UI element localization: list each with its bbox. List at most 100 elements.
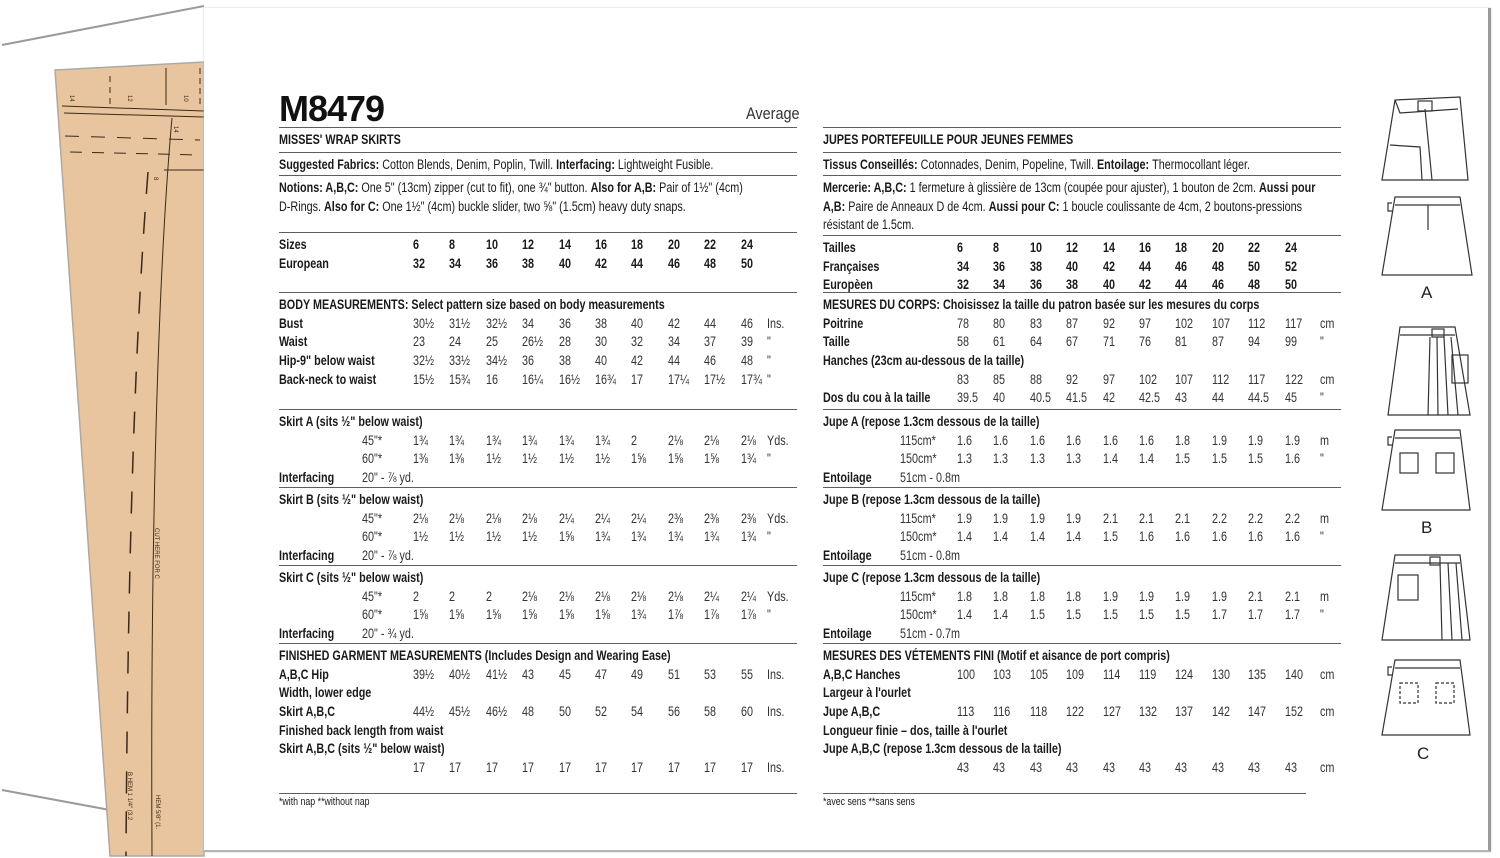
value-cell: 137	[1175, 704, 1194, 720]
value-cell: 31½	[449, 315, 471, 331]
value-cell: 1.6	[1139, 432, 1155, 448]
value-cell: 16¾	[595, 371, 617, 387]
value-cell: 1.5	[1211, 451, 1227, 467]
envelope-back	[204, 8, 1491, 852]
value-cell: 12	[1066, 240, 1079, 255]
value-cell: 1.7	[1284, 607, 1300, 623]
bold-label: Interfacing:	[556, 157, 618, 172]
value-cell: 43	[1066, 760, 1079, 776]
value-cell: 30	[595, 334, 608, 350]
row-label: Jupe A (repose 1.3cm dessous de la taill…	[823, 414, 1040, 429]
value-cell: 17	[595, 760, 608, 776]
value-cell: 1⅝	[558, 529, 574, 545]
value-cell: 1.5	[1102, 529, 1118, 545]
bold-label: Tissus Conseillés:	[823, 157, 921, 172]
value-cell: 1¾	[522, 432, 538, 448]
row-sublabel: 45"*	[362, 510, 383, 526]
value-cell: 2⅛	[631, 588, 647, 604]
unit-label: Yds.	[767, 432, 789, 448]
text-segment: One 1½" (4cm) buckle slider, two ⅝" (1.5…	[382, 198, 686, 214]
table-row: 150cm* 1.4 1.4 1.5 1.5 1.5 1.5 1.5 1.7 1.7 1.7 "	[823, 606, 1341, 625]
value-cell: 50	[1284, 277, 1297, 293]
value-cell: 1.9	[1175, 588, 1191, 604]
table-row: Skirt C (sits ½" below waist)	[279, 569, 797, 588]
value-cell: 28	[558, 334, 571, 350]
value-cell: 1.9	[1102, 588, 1118, 604]
table-row: Entoilage 51cm - 0.8m	[823, 469, 1341, 488]
value-cell: 38	[558, 353, 571, 369]
value-cell: 1.7	[1248, 607, 1264, 623]
row-label: Poitrine	[823, 315, 864, 331]
text-line: Notions: A,B,C: One 5" (13cm) zipper (cu…	[279, 179, 743, 198]
row-label: European	[279, 255, 329, 271]
value-cell: 2	[485, 588, 492, 604]
value-cell: 18	[631, 237, 644, 252]
table-row: 17 17 17 17 17 17 17 17 17 17 Ins.	[279, 759, 797, 778]
value-cell: 1.3	[993, 451, 1009, 467]
value-cell: 52	[1284, 258, 1297, 274]
row-sublabel: 51cm - 0.7m	[900, 626, 961, 642]
value-cell: 40	[1066, 258, 1079, 274]
table-row: Jupe A,B,C (repose 1.3cm dessous de la t…	[823, 740, 1341, 759]
value-cell: 41.5	[1066, 390, 1088, 406]
value-cell: 46	[1211, 277, 1224, 293]
value-cell: 119	[1139, 666, 1157, 682]
paragraph-line: Suggested Fabrics: Cotton Blends, Denim,…	[279, 156, 797, 175]
section-block: MISSES' WRAP SKIRTS	[279, 127, 797, 152]
table-row: Interfacing 20" - ¾ yd.	[279, 625, 797, 644]
table-row: MESURES DU CORPS: Choisissez la taille d…	[823, 296, 1341, 315]
value-cell: 14	[558, 237, 571, 252]
value-cell: 42	[595, 255, 608, 271]
unit-label: cm	[1320, 666, 1335, 682]
row-label: Dos du cou à la taille	[823, 390, 931, 406]
value-cell: 38	[522, 255, 535, 271]
bold-label: Suggested Fabrics:	[279, 157, 383, 172]
view-label-a: A	[1421, 283, 1433, 302]
row-label: Finished back length from waist	[279, 722, 444, 738]
table-row: MESURES DES VÉTEMENTS FINI (Motif et ais…	[823, 647, 1341, 666]
value-cell: 44½	[413, 704, 435, 720]
table-row: Jupe A (repose 1.3cm dessous de la taill…	[823, 413, 1341, 432]
table-row: Skirt A,B,C 44½ 45½ 46½ 48 50 52 54 56 58 60 Ins.	[279, 703, 797, 722]
view-label-b: B	[1421, 518, 1432, 537]
value-cell: 1¾	[704, 529, 720, 545]
row-sublabel: 45"*	[362, 588, 383, 604]
row-sublabel: 20" - ⅞ yd.	[362, 470, 414, 486]
value-cell: 1¾	[558, 432, 574, 448]
unit-label: "	[1320, 529, 1324, 545]
tissue-paper	[54, 61, 205, 857]
section-block: MESURES DU CORPS: Choisissez la taille d…	[823, 292, 1341, 409]
value-cell: 1.6	[1139, 529, 1155, 545]
value-cell: 92	[1066, 371, 1079, 387]
value-cell: 1⅜	[449, 451, 465, 467]
skirt-sketch-c-wrap	[1381, 554, 1471, 641]
table-row: European 32 34 36 38 40 42 44 46 48 50	[279, 255, 797, 274]
row-sublabel: 20" - ⅞ yd.	[362, 548, 414, 564]
value-cell: 34	[449, 255, 462, 271]
value-cell: 1.9	[1284, 432, 1300, 448]
value-cell: 116	[993, 704, 1011, 720]
unit-label: cm	[1320, 760, 1335, 776]
value-cell: 1.5	[1175, 607, 1191, 623]
value-cell: 2.1	[1102, 510, 1118, 526]
table-row: 45"* 2 2 2 2⅛ 2⅛ 2⅛ 2⅛ 2⅛ 2¼ 2¼ Yds.	[279, 588, 797, 607]
view-label-c: C	[1417, 744, 1429, 763]
value-cell: 152	[1284, 704, 1303, 720]
value-cell: 33½	[449, 353, 471, 369]
table-row: Largeur à l'ourlet	[823, 684, 1341, 703]
value-cell: 52	[595, 704, 608, 720]
value-cell: 87	[1211, 334, 1224, 350]
text-segment: résistant de 1.5cm.	[823, 217, 915, 233]
value-cell: 50	[740, 255, 753, 271]
table-row: 60"* 1⅝ 1⅝ 1⅝ 1⅝ 1⅝ 1⅝ 1¾ 1⅞ 1⅞ 1⅞ "	[279, 606, 797, 625]
value-cell: 83	[957, 371, 970, 387]
value-cell: 140	[1284, 666, 1303, 682]
text-segment: Pair of 1½" (4cm)	[659, 180, 743, 195]
row-label: Europèen	[823, 277, 873, 293]
english-column: MISSES' WRAP SKIRTS Suggested Fabrics: Co…	[279, 127, 797, 793]
value-cell: 44	[704, 315, 717, 331]
value-cell: 46	[1175, 258, 1188, 274]
value-cell: 34	[957, 258, 970, 274]
text-segment: Paire de Anneaux D de 4cm.	[848, 198, 989, 214]
value-cell: 1.8	[1175, 432, 1191, 448]
